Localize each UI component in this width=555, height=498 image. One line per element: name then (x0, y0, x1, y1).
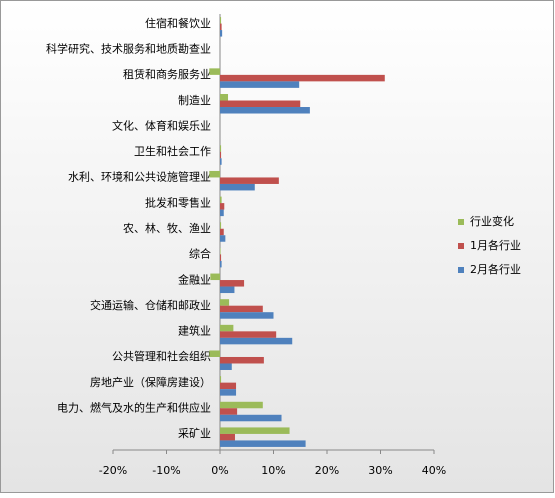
bar (220, 389, 237, 396)
category-label: 房地产业（保障房建设） (90, 375, 211, 389)
category-label: 卫生和社会工作 (134, 144, 211, 158)
bar (220, 356, 264, 364)
legend-label: 1月各行业 (470, 238, 521, 252)
bar (220, 209, 224, 217)
bar (220, 247, 221, 255)
bar (220, 74, 385, 82)
bar (220, 427, 290, 434)
bar (220, 81, 300, 88)
category-label: 批发和零售业 (145, 195, 211, 209)
bar (220, 254, 222, 261)
bar (220, 331, 277, 338)
bar (220, 401, 263, 409)
bar (220, 151, 222, 159)
bar (220, 305, 263, 313)
bar (220, 324, 234, 332)
category-label: 住宿和餐饮业 (145, 16, 211, 30)
legend-swatch (458, 267, 464, 273)
bar (210, 273, 220, 281)
x-tick-label: -10% (152, 464, 180, 477)
x-tick-label: 20% (315, 464, 339, 477)
bar (220, 312, 274, 319)
bar (220, 23, 222, 31)
bar (220, 433, 235, 441)
bar (220, 414, 282, 422)
bar (220, 408, 238, 415)
bar (220, 107, 310, 114)
legend-label: 2月各行业 (470, 262, 521, 276)
category-label: 交通运输、仓储和邮政业 (90, 298, 211, 312)
x-tick-label: -20% (99, 464, 127, 477)
bar (220, 363, 232, 370)
category-label: 综合 (189, 247, 211, 261)
bar (220, 376, 222, 383)
bar (220, 280, 245, 287)
category-label: 农、林、牧、渔业 (123, 221, 211, 235)
x-tick-label: 40% (422, 464, 446, 477)
bar (220, 228, 224, 236)
bar (220, 382, 237, 390)
bar (220, 299, 230, 306)
category-label: 电力、燃气及水的生产和供应业 (57, 401, 211, 415)
bar (220, 440, 306, 447)
bar (209, 350, 220, 357)
category-label: 制造业 (178, 93, 211, 107)
category-label: 科学研究、技术服务和地质勘查业 (46, 41, 211, 55)
bar (220, 100, 301, 108)
bar (209, 170, 220, 178)
category-label: 水利、环境和公共设施管理业 (68, 170, 211, 184)
legend-swatch (458, 243, 464, 249)
bar (220, 260, 222, 268)
bar (220, 94, 229, 101)
bar (220, 183, 255, 191)
x-tick-label: 10% (261, 464, 285, 477)
bar (220, 235, 226, 242)
bar (220, 222, 222, 229)
category-label: 建筑业 (178, 324, 211, 338)
bar (220, 30, 223, 37)
x-tick-label: 0% (211, 464, 228, 477)
bar (220, 337, 293, 345)
x-tick-label: 30% (368, 464, 392, 477)
bar (220, 203, 225, 210)
bar (220, 17, 222, 24)
bar (220, 177, 279, 184)
category-label: 公共管理和社会组织 (112, 349, 211, 363)
legend-label: 行业变化 (470, 214, 514, 228)
bar (220, 286, 235, 294)
category-label: 金融业 (178, 272, 211, 286)
bar (220, 145, 222, 152)
category-label: 文化、体育和娱乐业 (112, 118, 211, 132)
category-label: 采矿业 (178, 427, 211, 440)
bar (220, 158, 222, 165)
bar (220, 196, 222, 204)
category-label: 租赁和商务服务业 (123, 67, 211, 81)
bar (209, 68, 220, 75)
legend-swatch (458, 219, 464, 225)
